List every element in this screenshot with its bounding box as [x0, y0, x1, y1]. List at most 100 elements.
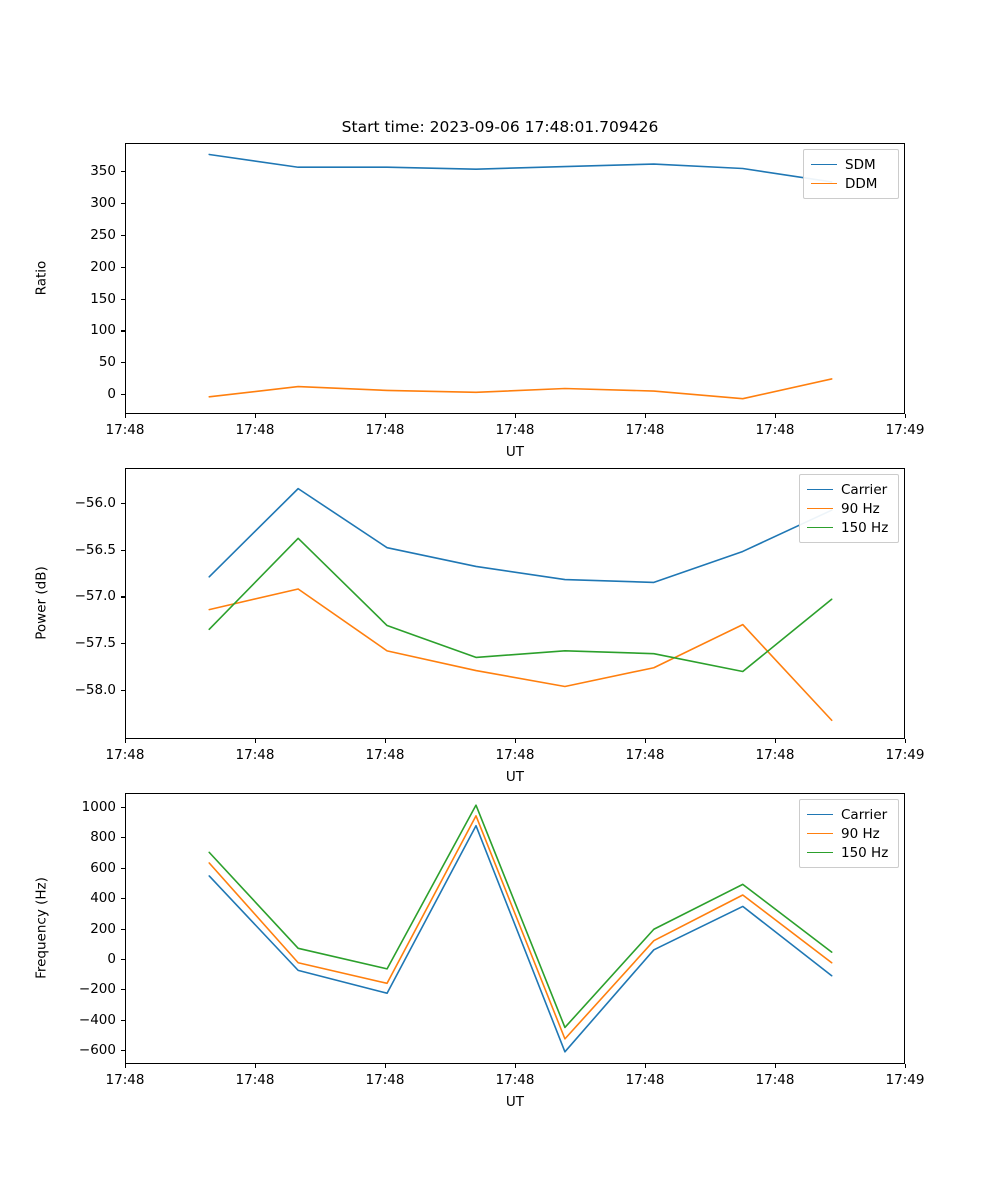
legend-label: 150 Hz: [841, 844, 889, 861]
x-tick-label: 17:48: [495, 422, 535, 438]
x-axis-label: UT: [505, 769, 525, 785]
y-tick-mark: [121, 549, 125, 551]
legend-label: Carrier: [841, 806, 888, 823]
x-tick-label: 17:48: [755, 1072, 795, 1088]
series-line-150-hz: [208, 537, 833, 673]
legend[interactable]: SDM DDM: [803, 149, 899, 199]
x-tick-mark: [515, 739, 517, 743]
legend-line-swatch-icon: [811, 164, 837, 165]
axes-frame: [125, 143, 905, 414]
x-tick-mark: [125, 414, 127, 418]
legend-line-swatch-icon: [807, 852, 833, 853]
x-tick-mark: [905, 1064, 907, 1068]
legend-entry[interactable]: Carrier: [807, 480, 891, 499]
y-tick-label: −56.5: [74, 541, 116, 558]
x-tick-mark: [125, 1064, 127, 1068]
y-tick-label: −56.0: [74, 494, 116, 511]
series-line-90-hz: [208, 815, 833, 1040]
x-tick-mark: [905, 414, 907, 418]
x-tick-mark: [905, 739, 907, 743]
y-tick-label: −200: [78, 981, 116, 998]
x-tick-label: 17:49: [885, 422, 925, 438]
y-tick-label: −57.5: [74, 635, 116, 652]
legend-entry[interactable]: 90 Hz: [807, 824, 891, 843]
y-tick-mark: [121, 837, 125, 839]
figure-title: Start time: 2023-09-06 17:48:01.709426: [341, 118, 659, 136]
legend-label: 90 Hz: [841, 825, 880, 842]
x-tick-label: 17:48: [235, 747, 275, 763]
y-tick-label: 800: [90, 829, 116, 846]
x-tick-mark: [385, 414, 387, 418]
y-tick-mark: [121, 171, 125, 173]
x-tick-label: 17:48: [495, 1072, 535, 1088]
y-tick-mark: [121, 643, 125, 645]
y-tick-label: 150: [90, 290, 116, 307]
legend-line-swatch-icon: [807, 814, 833, 815]
x-tick-label: 17:48: [235, 1072, 275, 1088]
x-tick-label: 17:48: [755, 422, 795, 438]
x-tick-label: 17:48: [495, 747, 535, 763]
y-tick-label: 50: [98, 354, 116, 371]
x-tick-label: 17:48: [105, 422, 145, 438]
legend-label: SDM: [845, 156, 876, 173]
y-tick-mark: [121, 898, 125, 900]
legend-line-swatch-icon: [807, 489, 833, 490]
legend-entry[interactable]: 90 Hz: [807, 499, 891, 518]
x-tick-mark: [255, 739, 257, 743]
series-line-carrier: [208, 824, 833, 1053]
y-tick-label: 200: [90, 258, 116, 275]
y-tick-label: −57.0: [74, 588, 116, 605]
series-line-90-hz: [208, 588, 833, 722]
x-tick-label: 17:48: [365, 422, 405, 438]
y-tick-mark: [121, 298, 125, 300]
x-tick-mark: [645, 414, 647, 418]
legend-entry[interactable]: DDM: [811, 174, 891, 193]
x-tick-label: 17:48: [365, 1072, 405, 1088]
legend[interactable]: Carrier 90 Hz 150 Hz: [799, 474, 899, 543]
axes-frame: [125, 468, 905, 739]
x-axis-label: UT: [505, 1094, 525, 1110]
y-tick-mark: [121, 330, 125, 332]
x-tick-label: 17:48: [105, 747, 145, 763]
y-tick-label: 200: [90, 920, 116, 937]
x-tick-mark: [515, 1064, 517, 1068]
x-tick-mark: [645, 1064, 647, 1068]
y-tick-label: 600: [90, 859, 116, 876]
x-tick-mark: [385, 1064, 387, 1068]
legend-entry[interactable]: 150 Hz: [807, 518, 891, 537]
y-tick-mark: [121, 394, 125, 396]
y-tick-mark: [121, 928, 125, 930]
x-tick-label: 17:48: [365, 747, 405, 763]
legend-line-swatch-icon: [807, 833, 833, 834]
x-tick-label: 17:49: [885, 1072, 925, 1088]
x-tick-label: 17:48: [755, 747, 795, 763]
x-tick-mark: [775, 739, 777, 743]
series-line-carrier: [208, 487, 833, 584]
x-tick-label: 17:48: [235, 422, 275, 438]
legend[interactable]: Carrier 90 Hz 150 Hz: [799, 799, 899, 868]
series-line-sdm: [208, 153, 833, 183]
x-axis-label: UT: [505, 444, 525, 460]
legend-entry[interactable]: 150 Hz: [807, 843, 891, 862]
y-tick-mark: [121, 1050, 125, 1052]
y-tick-mark: [121, 989, 125, 991]
y-tick-label: 400: [90, 890, 116, 907]
y-tick-mark: [121, 266, 125, 268]
legend-label: Carrier: [841, 481, 888, 498]
x-tick-label: 17:48: [625, 1072, 665, 1088]
x-tick-mark: [385, 739, 387, 743]
series-line-ddm: [208, 378, 833, 400]
y-tick-label: 0: [107, 950, 116, 967]
x-tick-label: 17:48: [625, 747, 665, 763]
legend-entry[interactable]: Carrier: [807, 805, 891, 824]
legend-label: 150 Hz: [841, 519, 889, 536]
legend-line-swatch-icon: [811, 183, 837, 184]
y-tick-mark: [121, 596, 125, 598]
x-tick-mark: [125, 739, 127, 743]
y-tick-mark: [121, 958, 125, 961]
y-tick-mark: [121, 690, 125, 692]
legend-entry[interactable]: SDM: [811, 155, 891, 174]
x-tick-mark: [645, 739, 647, 743]
